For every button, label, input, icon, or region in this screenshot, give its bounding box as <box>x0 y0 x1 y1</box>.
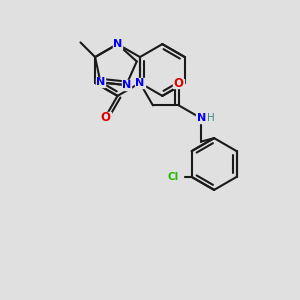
Bar <box>100 112 110 122</box>
Text: O: O <box>100 111 110 124</box>
Bar <box>135 78 145 88</box>
Bar <box>122 80 131 90</box>
Text: H: H <box>207 113 214 123</box>
Bar <box>113 39 122 49</box>
Bar <box>196 114 213 123</box>
Text: Cl: Cl <box>167 172 178 182</box>
Text: N: N <box>196 113 206 123</box>
Text: N: N <box>96 77 105 87</box>
Bar <box>96 78 105 87</box>
Text: O: O <box>174 77 184 90</box>
Text: N: N <box>135 78 145 88</box>
Bar <box>162 172 184 182</box>
Text: N: N <box>122 80 131 90</box>
Text: N: N <box>113 39 122 49</box>
Bar <box>173 79 184 88</box>
